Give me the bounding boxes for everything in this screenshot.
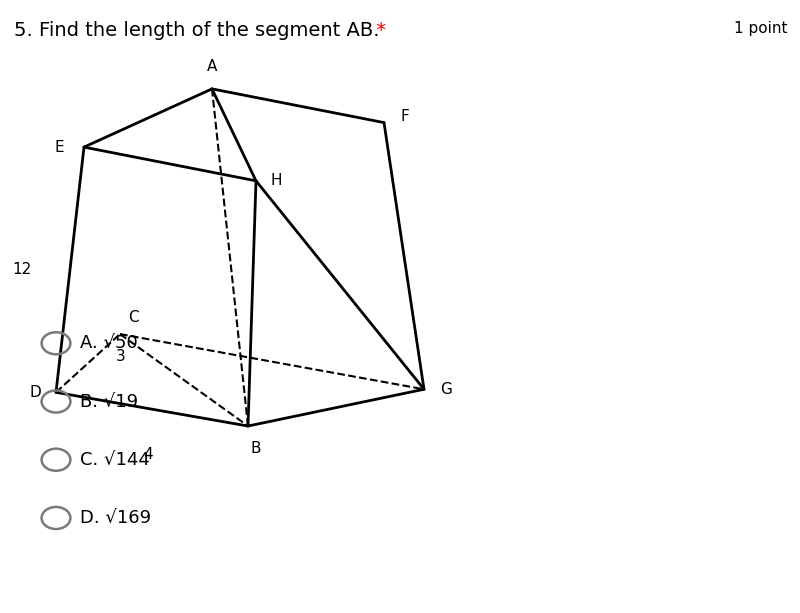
Text: B. √19: B. √19 — [80, 392, 138, 411]
Text: D. √169: D. √169 — [80, 509, 151, 527]
Text: C. √144: C. √144 — [80, 451, 150, 469]
Text: E: E — [54, 140, 64, 154]
Text: 12: 12 — [13, 262, 32, 277]
Text: D: D — [30, 385, 42, 400]
Text: C: C — [128, 310, 138, 325]
Text: A: A — [207, 59, 217, 74]
Text: 5. Find the length of the segment AB.: 5. Find the length of the segment AB. — [14, 21, 380, 40]
Text: 4: 4 — [143, 447, 153, 462]
Text: H: H — [270, 173, 282, 188]
Text: *: * — [370, 21, 386, 40]
Text: 1 point: 1 point — [734, 21, 788, 36]
Text: G: G — [440, 382, 452, 397]
Text: 3: 3 — [116, 349, 126, 364]
Text: A. √50: A. √50 — [80, 334, 138, 352]
Text: F: F — [400, 109, 409, 124]
Text: B: B — [250, 441, 262, 456]
